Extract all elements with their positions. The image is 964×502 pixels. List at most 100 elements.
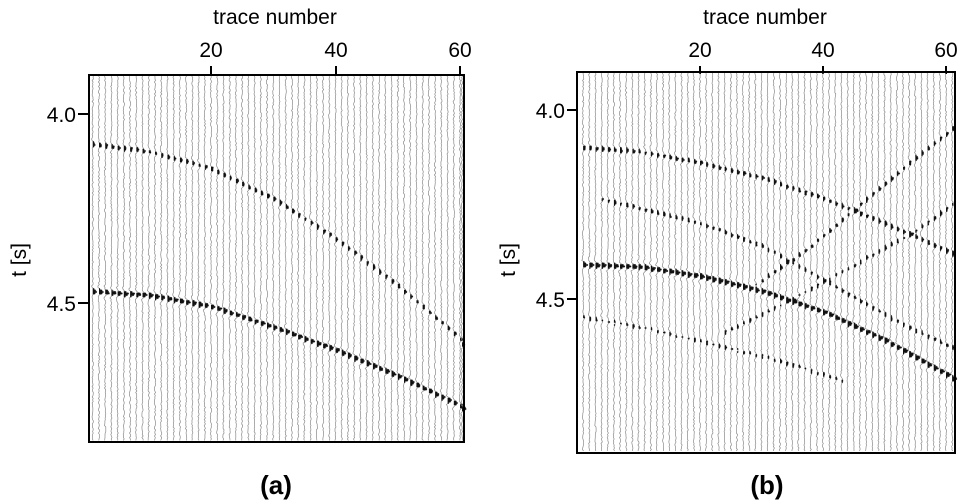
panel-a-trace-9 — [141, 75, 148, 441]
panel-b-trace-56-peak — [921, 150, 927, 364]
panel-b-trace-45-peak — [853, 207, 859, 329]
panel-a-trace-57 — [439, 75, 446, 441]
panel-a-trace-53 — [415, 75, 421, 441]
panel-b-trace-53 — [901, 72, 909, 452]
panel-b-trace-29-peak — [755, 174, 760, 358]
panel-b-trace-42 — [833, 72, 841, 452]
panel-a-xtick-label: 40 — [324, 39, 347, 62]
panel-b-trace-60-peak — [946, 132, 951, 379]
panel-b-trace-41-peak — [829, 199, 835, 379]
panel-a-trace-46 — [371, 75, 378, 441]
panel-b-trace-21 — [704, 72, 712, 451]
panel-b-trace-25-peak — [730, 168, 736, 350]
panel-a-trace-49-peak — [391, 279, 397, 377]
panel-b-trace-52 — [895, 72, 903, 452]
panel-a-trace-52 — [408, 75, 415, 441]
panel-b-y-ticks: 4.0 4.5 — [536, 100, 578, 312]
panel-b-trace-43 — [839, 72, 847, 452]
panel-a-trace-19 — [203, 75, 209, 441]
panel-a-trace-61 — [460, 75, 467, 441]
panel-a-x-ticks: 20 40 60 — [199, 39, 472, 74]
panel-b-trace-14 — [661, 72, 669, 452]
panel-b-trace-44-peak — [847, 207, 853, 328]
panel-b-trace-13-peak — [657, 153, 662, 334]
panel-a-trace-21 — [215, 75, 223, 441]
panel-b-trace-26 — [735, 72, 742, 452]
panel-a-trace-43-peak — [354, 250, 359, 362]
panel-a-trace-50-peak — [397, 283, 403, 380]
panel-a-trace-55 — [427, 75, 434, 441]
panel-b-trace-37 — [802, 72, 810, 452]
panel-b-x-axis-title: trace number — [703, 6, 827, 29]
panel-a-trace-13 — [165, 75, 173, 441]
panel-a-trace-56 — [433, 75, 440, 441]
panel-a-trace-48-peak — [385, 274, 390, 374]
panel-a-trace-29-peak — [267, 193, 272, 329]
panel-a-trace-59-peak — [453, 331, 458, 406]
panel-a-trace-42-peak — [347, 246, 352, 359]
panel-a-trace-33-peak — [291, 208, 297, 337]
panel-b-trace-3-peak — [595, 147, 601, 322]
panel-b-trace-47-peak — [866, 196, 871, 335]
panel-a-trace-36 — [309, 76, 316, 441]
panel-a-trace-1-peak — [92, 141, 97, 295]
panel-a-trace-27 — [252, 75, 259, 441]
panel-b-trace-21-peak — [706, 162, 712, 346]
panel-a-trace-52-peak — [410, 294, 415, 386]
panel-a-trace-56-peak — [435, 315, 439, 398]
panel-a-trace-21-peak — [217, 169, 223, 311]
panel-a-trace-29 — [265, 75, 272, 441]
panel-a-xtick-label: 20 — [199, 39, 222, 62]
panel-b-trace-9 — [630, 72, 638, 452]
panel-a-trace-14 — [172, 75, 179, 441]
panel-b-trace-20-peak — [700, 160, 705, 343]
panel-a-trace-3 — [103, 75, 110, 441]
panel-a-trace-30-peak — [273, 196, 278, 331]
panel-a-trace-39-peak — [329, 232, 334, 352]
panel-b-trace-36-peak — [798, 187, 803, 368]
panel-a-trace-51-peak — [404, 289, 409, 383]
panel-a-trace-32-peak — [285, 204, 290, 335]
panel-b-trace-54 — [907, 72, 915, 452]
panel-b-trace-35-peak — [792, 186, 798, 368]
panel-b-trace-12-peak — [650, 151, 656, 331]
panel-b-trace-13 — [655, 72, 662, 452]
panel-a-trace-17 — [190, 75, 198, 441]
panel-a-trace-36-peak — [310, 220, 315, 344]
panel-b-y-axis-title: t [s] — [497, 243, 520, 277]
panel-b-trace-30 — [759, 72, 767, 452]
panel-a-trace-34 — [296, 75, 304, 441]
panel-b-trace-41 — [827, 72, 835, 452]
panel-a-trace-2 — [97, 75, 104, 441]
panel-a-trace-46-peak — [372, 264, 378, 370]
panel-b-trace-28-peak — [749, 172, 754, 355]
panel-a-trace-28-peak — [260, 190, 266, 326]
panel-a-trace-26 — [246, 75, 253, 441]
panel-b-seismic-traces — [581, 72, 958, 452]
panel-a-trace-10 — [147, 75, 155, 441]
panel-a: trace number 20 40 60 t [s] 4.0 4.5 (a) — [8, 6, 472, 500]
panel-a-trace-19-peak — [204, 165, 209, 308]
panel-a-trace-30 — [271, 75, 278, 441]
panel-b-trace-59 — [938, 72, 946, 452]
panel-b-trace-6 — [612, 72, 620, 452]
panel-b-xtick-label: 40 — [811, 39, 834, 62]
panel-b-trace-31-peak — [767, 177, 773, 359]
panel-a-trace-49 — [390, 75, 397, 441]
panel-b-trace-50 — [882, 73, 890, 452]
panel-a-trace-54-peak — [422, 304, 427, 391]
panel-a-trace-15 — [178, 75, 185, 441]
panel-b-trace-46 — [858, 72, 866, 452]
panel-a-trace-16 — [184, 75, 192, 441]
panel-a-trace-11 — [153, 75, 161, 441]
panel-a-trace-25-peak — [242, 181, 246, 320]
panel-b-trace-5 — [606, 73, 613, 451]
panel-a-trace-14-peak — [173, 156, 179, 304]
panel-b-trace-18-peak — [687, 157, 693, 340]
panel-b-trace-46-peak — [859, 202, 865, 332]
panel-a-trace-35-peak — [304, 217, 309, 343]
panel-b-trace-58-peak — [933, 141, 939, 371]
panel-b-trace-9-peak — [632, 148, 638, 329]
panel-b-trace-33-peak — [780, 181, 784, 364]
panel-b-trace-31 — [765, 72, 774, 451]
